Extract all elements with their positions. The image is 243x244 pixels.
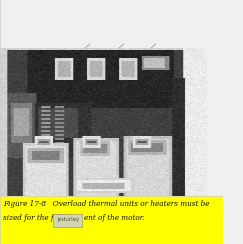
Text: ent of the motor.: ent of the motor. [84,214,145,222]
Text: jedurley: jedurley [57,217,79,223]
Bar [207,48,223,238]
Text: Figure 17-8   Overload thermal units or heaters must be: Figure 17-8 Overload thermal units or he… [3,200,209,208]
Text: sized for the full-lo: sized for the full-lo [3,214,72,222]
Bar [0,196,223,244]
Bar [53,214,82,227]
